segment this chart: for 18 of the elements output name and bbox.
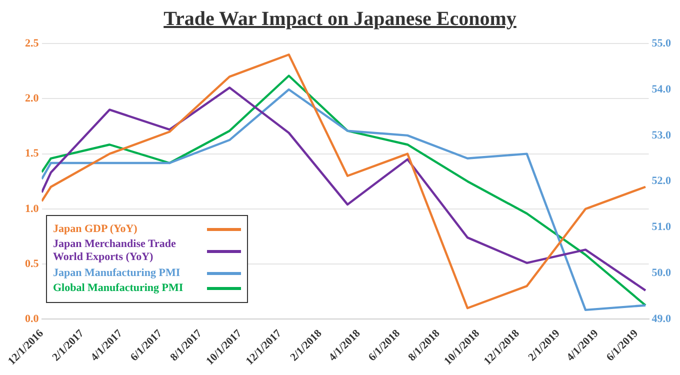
y-tick-label: 1.5 (25, 148, 40, 160)
y2-tick-label: 51.0 (652, 221, 672, 234)
y-tick-label: 0.5 (25, 258, 40, 270)
y2-tick-label: 54.0 (652, 83, 672, 96)
y2-tick-label: 50.0 (652, 267, 672, 280)
text: Japan Manufacturing PMI (53, 266, 182, 280)
y2-tick-label: 52.0 (652, 175, 672, 188)
y2-tick-label: 55.0 (652, 37, 672, 50)
y2-tick-label: 49.0 (652, 312, 672, 325)
y-tick-label: 2.5 (25, 37, 40, 50)
y-tick-label: 1.0 (25, 202, 40, 215)
text: Japan Merchandise Trade World Exports (YoY) (53, 238, 177, 264)
legend-label: Global Manufacturing PMI (53, 282, 184, 295)
y2-tick-label: 53.0 (652, 129, 672, 142)
text: Japan GDP (YoY) (53, 222, 138, 236)
y-tick-label: 0.0 (25, 312, 40, 325)
chart-title: Trade War Impact on Japanese Economy (162, 8, 518, 31)
y-tick-label: 2.0 (25, 92, 40, 105)
